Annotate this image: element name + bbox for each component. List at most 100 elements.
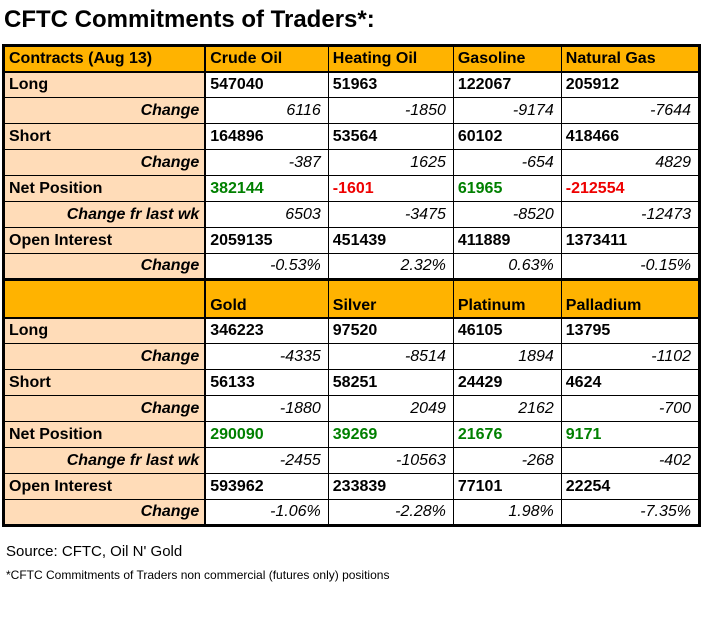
table-cell: -9174: [452, 97, 562, 124]
table-cell: 382144: [204, 175, 329, 202]
table-cell: 1.98%: [452, 499, 562, 526]
table-cell: 1894: [452, 343, 562, 370]
table-row: Short 56133 58251 24429 4624: [3, 369, 701, 396]
table-cell: -0.15%: [560, 253, 701, 280]
table-cell: 290090: [204, 421, 329, 448]
table-cell: 411889: [452, 227, 562, 254]
table-cell: 51963: [327, 71, 454, 98]
table-cell: 2059135: [204, 227, 329, 254]
table-cell: -387: [204, 149, 329, 176]
table-cell: 4829: [560, 149, 701, 176]
table-cell: 205912: [560, 71, 701, 98]
table-cell: -1102: [560, 343, 701, 370]
table-cell: 24429: [452, 369, 562, 396]
row-label-change: Change: [3, 499, 207, 526]
row-label-short: Short: [3, 369, 207, 396]
table-cell: 2049: [327, 395, 454, 422]
table-row: Change -0.53% 2.32% 0.63% -0.15%: [3, 253, 701, 280]
row-label-net-position: Net Position: [3, 421, 207, 448]
table-row: Open Interest 593962 233839 77101 22254: [3, 473, 701, 500]
table-cell: 4624: [560, 369, 701, 396]
table-header-row: Contracts (Aug 13) Crude Oil Heating Oil…: [3, 45, 701, 73]
source-text: Source: CFTC, Oil N' Gold: [6, 543, 183, 560]
table-cell: -8514: [327, 343, 454, 370]
table-cell: 593962: [204, 473, 329, 500]
table-cell: -7644: [560, 97, 701, 124]
table-row: Open Interest 2059135 451439 411889 1373…: [3, 227, 701, 254]
row-label-long: Long: [3, 71, 207, 98]
column-header-heating-oil: Heating Oil: [327, 45, 454, 73]
table-cell: -10563: [327, 447, 454, 474]
column-header-platinum: Platinum: [452, 278, 562, 319]
table-cell: 53564: [327, 123, 454, 150]
table-cell: -1880: [204, 395, 329, 422]
table-row: Change -387 1625 -654 4829: [3, 149, 701, 176]
table-cell: -2455: [204, 447, 329, 474]
table-cell: -4335: [204, 343, 329, 370]
table-cell: 122067: [452, 71, 562, 98]
table-row: Long 547040 51963 122067 205912: [3, 71, 701, 98]
table-row: Long 346223 97520 46105 13795: [3, 317, 701, 344]
footer: Source: CFTC, Oil N' Gold *CFTC Commitme…: [6, 543, 701, 582]
table-row: Net Position 290090 39269 21676 9171: [3, 421, 701, 448]
table-row: Change -1.06% -2.28% 1.98% -7.35%: [3, 499, 701, 526]
table-cell: 56133: [204, 369, 329, 396]
table-cell: 97520: [327, 317, 454, 344]
table-cell: -1850: [327, 97, 454, 124]
row-label-long: Long: [3, 317, 207, 344]
table-cell: 13795: [560, 317, 701, 344]
table-cell: -1.06%: [204, 499, 329, 526]
table-row: Change -1880 2049 2162 -700: [3, 395, 701, 422]
row-label-open-interest: Open Interest: [3, 227, 207, 254]
table-cell: -268: [452, 447, 562, 474]
table-cell: -2.28%: [327, 499, 454, 526]
row-label-open-interest: Open Interest: [3, 473, 207, 500]
row-label-change: Change: [3, 97, 207, 124]
table-row: Change -4335 -8514 1894 -1102: [3, 343, 701, 370]
column-header-contracts: Contracts (Aug 13): [3, 45, 207, 73]
table-cell: 60102: [452, 123, 562, 150]
row-label-change-fr-last-wk: Change fr last wk: [3, 201, 207, 228]
table-row: Change fr last wk -2455 -10563 -268 -402: [3, 447, 701, 474]
table-cell: -12473: [560, 201, 701, 228]
footnote-text: *CFTC Commitments of Traders non commerc…: [6, 568, 390, 582]
cot-table: Contracts (Aug 13) Crude Oil Heating Oil…: [2, 44, 701, 527]
row-label-short: Short: [3, 123, 207, 150]
table-cell: 547040: [204, 71, 329, 98]
column-header-gasoline: Gasoline: [452, 45, 562, 73]
column-header-gold: Gold: [204, 278, 329, 319]
column-header-silver: Silver: [327, 278, 454, 319]
table-cell: 58251: [327, 369, 454, 396]
table-cell: 233839: [327, 473, 454, 500]
table-cell: -1601: [327, 175, 454, 202]
table-cell: 164896: [204, 123, 329, 150]
table-row: Net Position 382144 -1601 61965 -212554: [3, 175, 701, 202]
column-header-crude-oil: Crude Oil: [204, 45, 329, 73]
row-label-change: Change: [3, 149, 207, 176]
table-cell: 9171: [560, 421, 701, 448]
column-header-palladium: Palladium: [560, 278, 701, 319]
row-label-change-fr-last-wk: Change fr last wk: [3, 447, 207, 474]
table-row: Change 6116 -1850 -9174 -7644: [3, 97, 701, 124]
table-cell: 6503: [204, 201, 329, 228]
table-cell: 2162: [452, 395, 562, 422]
row-label-change: Change: [3, 343, 207, 370]
table-cell: 21676: [452, 421, 562, 448]
table-cell: 77101: [452, 473, 562, 500]
table-cell: 1625: [327, 149, 454, 176]
row-label-net-position: Net Position: [3, 175, 207, 202]
table-cell: 2.32%: [327, 253, 454, 280]
table-cell: -8520: [452, 201, 562, 228]
table-cell: 451439: [327, 227, 454, 254]
column-header-blank: [3, 278, 207, 319]
page-title: CFTC Commitments of Traders*:: [4, 6, 375, 33]
table-cell: 61965: [452, 175, 562, 202]
table-cell: 22254: [560, 473, 701, 500]
table-cell: -7.35%: [560, 499, 701, 526]
row-label-change: Change: [3, 253, 207, 280]
table-cell: -700: [560, 395, 701, 422]
table-cell: 46105: [452, 317, 562, 344]
column-header-natural-gas: Natural Gas: [560, 45, 701, 73]
table-cell: -402: [560, 447, 701, 474]
